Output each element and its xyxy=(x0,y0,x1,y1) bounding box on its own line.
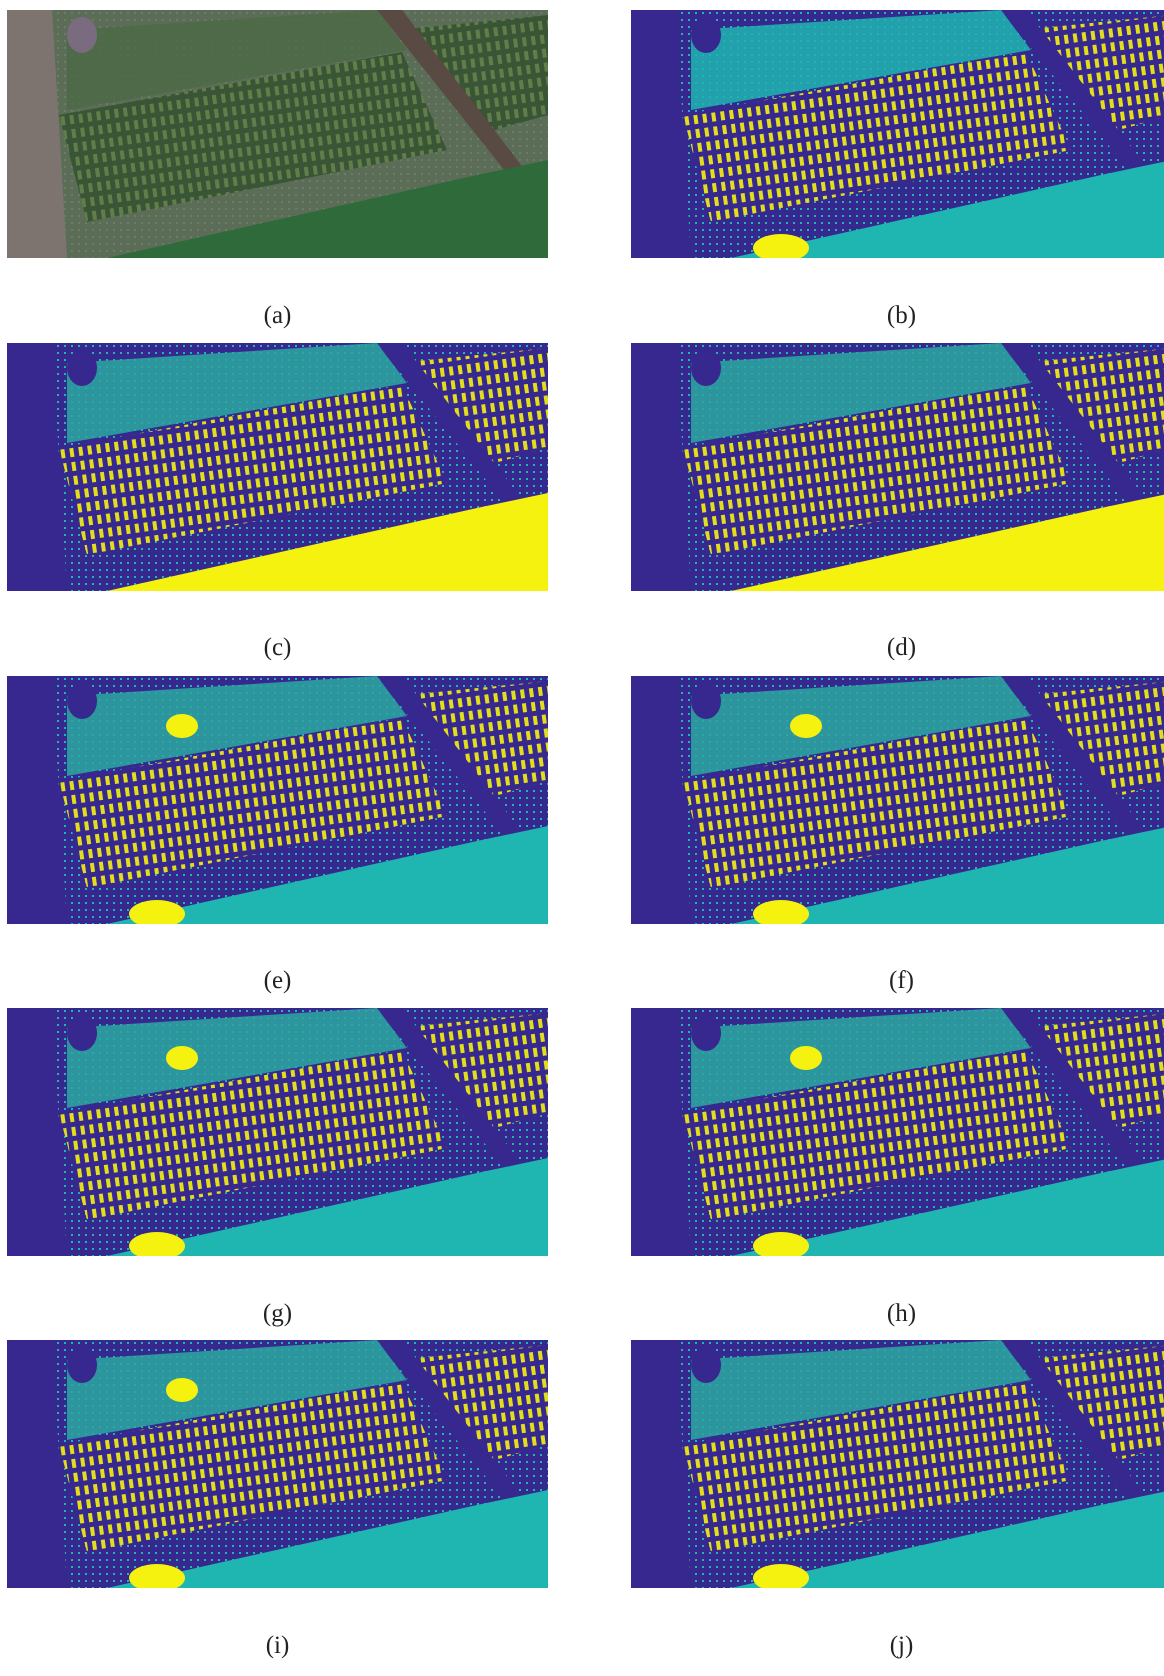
panel-image xyxy=(631,1340,1164,1588)
panel-image xyxy=(7,343,548,591)
panel-image xyxy=(631,1008,1164,1256)
panel-image xyxy=(7,1340,548,1588)
panel-caption: (b) xyxy=(631,302,1164,330)
panel-image xyxy=(7,10,548,258)
panel-image xyxy=(631,343,1164,591)
panel-caption: (f) xyxy=(631,967,1164,995)
panel-image xyxy=(631,676,1164,924)
panel-caption: (j) xyxy=(631,1632,1164,1660)
panel-caption: (i) xyxy=(7,1632,548,1660)
panel-image xyxy=(7,676,548,924)
panel-caption: (a) xyxy=(7,302,548,330)
panel-caption: (d) xyxy=(631,634,1164,662)
panel-caption: (e) xyxy=(7,967,548,995)
panel-caption: (h) xyxy=(631,1300,1164,1328)
panel-image xyxy=(7,1008,548,1256)
panel-caption: (c) xyxy=(7,634,548,662)
panel-caption: (g) xyxy=(7,1300,548,1328)
panel-image xyxy=(631,10,1164,258)
figure-page: (a)(b)(c)(d)(e)(f)(g)(h)(i)(j) (() => { … xyxy=(0,0,1164,1676)
